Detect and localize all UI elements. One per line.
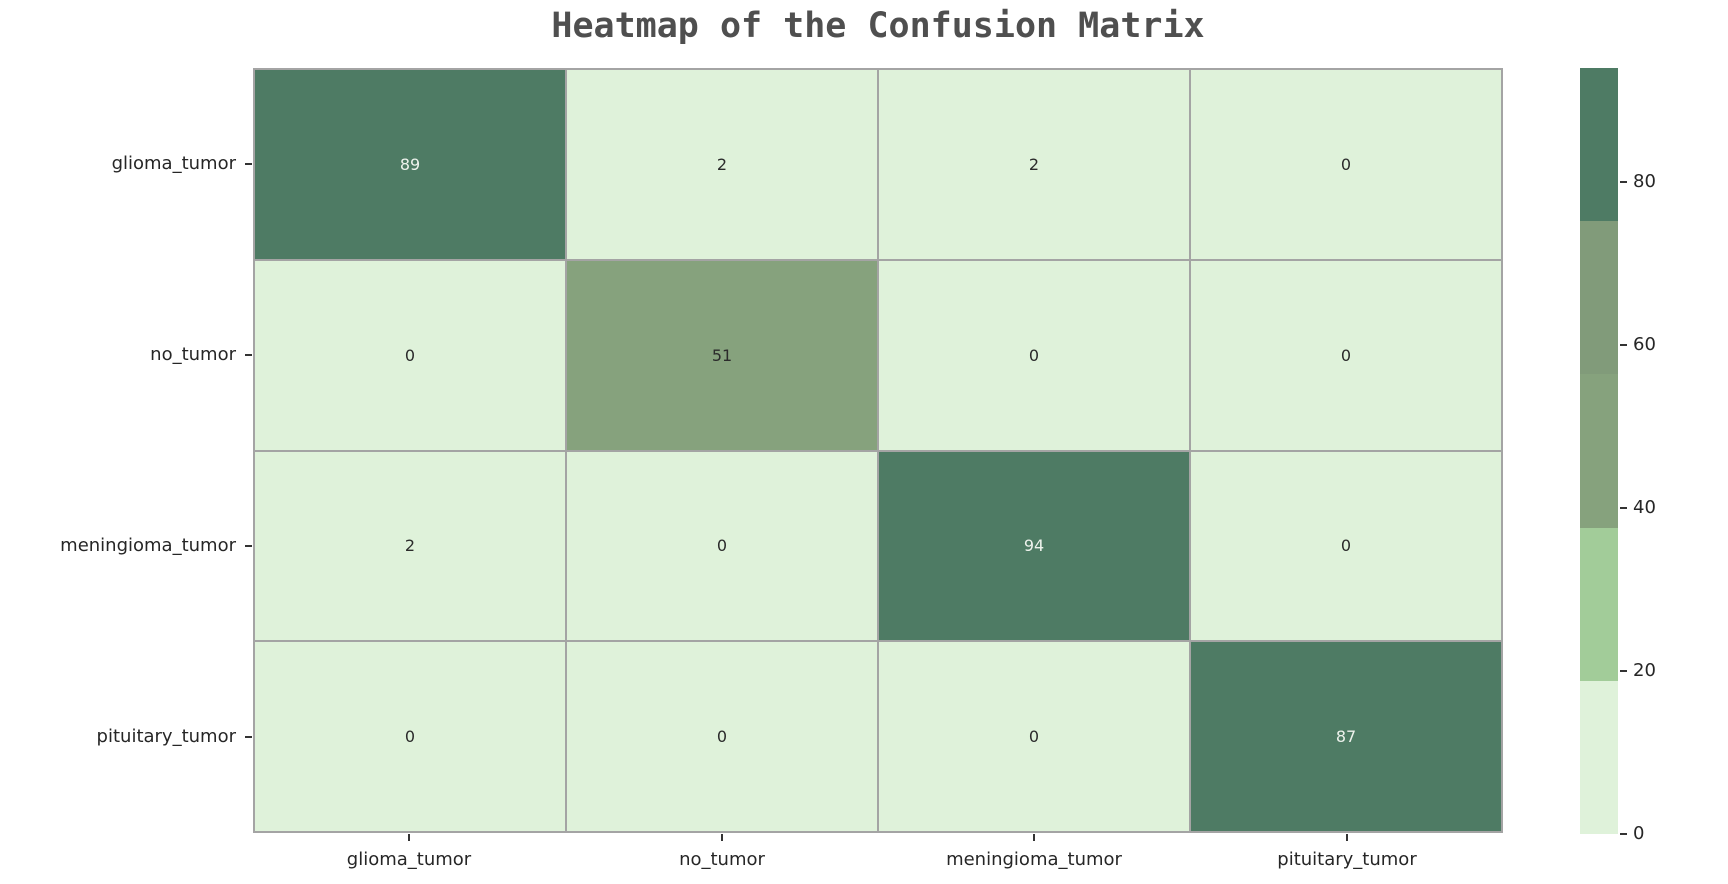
cell-value: 2 — [716, 154, 728, 174]
confusion-matrix-heatmap: 89 2 2 0 0 51 0 0 2 0 94 0 0 0 0 87 — [253, 68, 1503, 833]
x-axis-label-meningioma: meningioma_tumor — [946, 849, 1122, 870]
cell-value: 2 — [1028, 154, 1040, 174]
colorbar-tick-mark — [1620, 833, 1627, 835]
x-axis-label-glioma: glioma_tumor — [346, 849, 472, 870]
colorbar-axis: 80 60 40 20 0 — [1580, 68, 1700, 844]
x-axis-tick — [408, 834, 410, 841]
colorbar-segment — [1580, 221, 1618, 375]
x-axis-tick — [721, 834, 723, 841]
heatmap-cell: 0 — [879, 260, 1189, 450]
colorbar-segment — [1580, 527, 1618, 681]
heatmap-cell: 89 — [255, 70, 565, 259]
heatmap-cell: 0 — [879, 642, 1189, 831]
heatmap-cell: 2 — [567, 70, 877, 259]
cell-value: 0 — [404, 345, 416, 365]
cell-value: 2 — [404, 536, 416, 556]
heatmap-cell: 2 — [879, 70, 1189, 259]
x-axis-label-no-tumor: no_tumor — [679, 849, 765, 870]
heatmap-cell: 0 — [1191, 451, 1501, 641]
cell-value: 94 — [1023, 536, 1045, 556]
colorbar-tick-label: 40 — [1633, 497, 1656, 519]
colorbar-tick-label: 80 — [1633, 171, 1656, 193]
x-axis-tick — [1033, 834, 1035, 841]
x-axis-tick — [1346, 834, 1348, 841]
cell-value: 0 — [1340, 154, 1352, 174]
y-axis-label-no-tumor: no_tumor — [150, 344, 236, 365]
heatmap-cell: 2 — [255, 451, 565, 641]
colorbar-tick-mark — [1620, 181, 1627, 184]
colorbar-tick-label: 60 — [1633, 334, 1656, 356]
y-axis-tick — [245, 163, 252, 165]
heatmap-cell: 94 — [879, 451, 1189, 641]
cell-value: 0 — [1340, 536, 1352, 556]
colorbar-tick-mark — [1620, 344, 1627, 347]
y-axis-label-pituitary: pituitary_tumor — [96, 726, 236, 747]
heatmap-cell: 0 — [567, 642, 877, 831]
colorbar-tick-label: 20 — [1633, 660, 1656, 682]
x-axis-label-pituitary: pituitary_tumor — [1277, 849, 1417, 870]
cell-value: 0 — [716, 536, 728, 556]
colorbar-segment — [1580, 374, 1618, 528]
y-axis-tick — [245, 354, 252, 356]
cell-value: 0 — [1028, 345, 1040, 365]
heatmap-cell: 0 — [567, 451, 877, 641]
cell-value: 0 — [1340, 345, 1352, 365]
colorbar-segment — [1580, 68, 1618, 222]
colorbar-tick-mark — [1620, 507, 1627, 510]
colorbar-tick-label: 0 — [1633, 823, 1645, 844]
heatmap-cell: 87 — [1191, 642, 1501, 831]
heatmap-cell: 0 — [1191, 260, 1501, 450]
heatmap-cell: 0 — [255, 642, 565, 831]
y-axis-tick — [245, 736, 252, 738]
cell-value: 89 — [399, 154, 421, 174]
chart-title: Heatmap of the Confusion Matrix — [551, 6, 1205, 46]
cell-value: 0 — [404, 727, 416, 747]
cell-value: 51 — [711, 345, 733, 365]
y-axis-label-meningioma: meningioma_tumor — [60, 535, 236, 556]
y-axis-tick — [245, 545, 252, 547]
cell-value: 0 — [1028, 727, 1040, 747]
cell-value: 87 — [1335, 727, 1357, 747]
colorbar — [1580, 68, 1618, 835]
colorbar-tick-mark — [1620, 670, 1627, 673]
heatmap-cell: 51 — [567, 260, 877, 450]
colorbar-segment — [1580, 680, 1618, 835]
heatmap-cell: 0 — [255, 260, 565, 450]
cell-value: 0 — [716, 727, 728, 747]
heatmap-cell: 0 — [1191, 70, 1501, 259]
y-axis-label-glioma: glioma_tumor — [111, 153, 236, 174]
